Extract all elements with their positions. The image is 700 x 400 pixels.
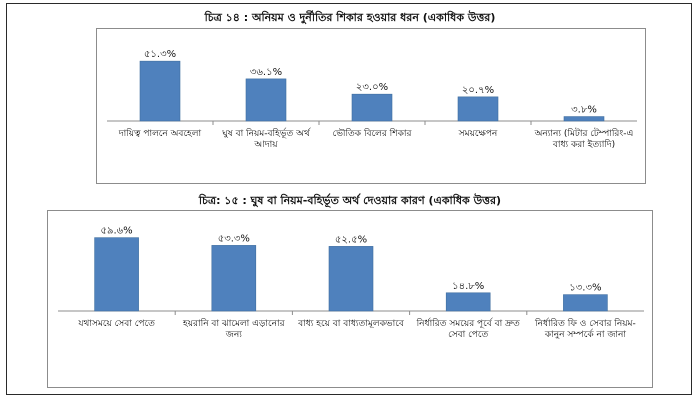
chart-15-data-label: ৫৩.৩% bbox=[218, 233, 250, 244]
chart-15-bar bbox=[94, 237, 139, 312]
chart-15-data-label: ৫২.৫% bbox=[335, 234, 367, 245]
chart-14-data-label: ৫১.৩% bbox=[144, 49, 176, 60]
page-frame bbox=[6, 3, 692, 395]
chart-14-bar bbox=[139, 60, 181, 122]
chart-15-bar bbox=[445, 292, 491, 312]
chart-15-category-label: বাধ্য হয়ে বা বাধ্যতামূলকভাবে bbox=[298, 319, 404, 329]
chart-15-bar bbox=[563, 294, 608, 312]
chart-15-data-label: ১৩.৩% bbox=[569, 283, 601, 294]
chart-14-category-label: ভৌতিক বিলের শিকার bbox=[332, 129, 412, 139]
chart-15-data-label: ১৪.৮% bbox=[452, 281, 484, 292]
chart-15-data-label: ৫৯.৬% bbox=[101, 226, 133, 237]
chart-14-bar bbox=[563, 116, 605, 122]
chart-15-category-label: নির্ধারিত সময়ের পূর্বে বা দ্রুত সেবা পে… bbox=[416, 319, 520, 340]
chart-15-bar bbox=[328, 246, 374, 312]
chart-15-category-label: যথাসময়ে সেবা পেতে bbox=[78, 319, 155, 329]
chart-14-category-label: দায়িত্ব পালনে অবহেলা bbox=[118, 129, 202, 139]
chart-15: ৫৯.৬% ৫৩.৩% ৫২.৫% ১৪.৮% ১৩.৩% যথাসময়ে সেবা প… bbox=[47, 210, 653, 388]
chart-14-category-label: ঘুষ বা নিয়ম-বহির্ভূত অর্থ আদায় bbox=[222, 129, 310, 150]
chart-15-title: চিত্র: ১৫ : ঘুষ বা নিয়ম-বহির্ভূত অর্থ দ… bbox=[198, 194, 502, 207]
chart-15-category-label: হয়রানি বা ঝামেলা এড়ানোর জন্য bbox=[183, 319, 285, 340]
chart-15-plot: ৫৯.৬% ৫৩.৩% ৫২.৫% ১৪.৮% ১৩.৩% bbox=[58, 226, 644, 315]
chart-14-data-label: ৩.৮% bbox=[571, 105, 597, 116]
chart-14: ৫১.৩% ৩৬.১% ২৩.০% ২০.৭% ৩.৮% দায়িত্ব পালনে অ… bbox=[96, 28, 646, 184]
chart-14-data-label: ২৩.০% bbox=[356, 82, 388, 93]
chart-14-title: চিত্র ১৪ : অনিয়ম ও দুর্নীতির শিকার হওয়… bbox=[204, 11, 496, 24]
chart-14-bar bbox=[457, 96, 499, 122]
chart-14-bar bbox=[351, 93, 393, 122]
chart-14-bar bbox=[245, 78, 287, 122]
chart-14-data-label: ৩৬.১% bbox=[250, 67, 282, 78]
chart-14-data-label: ২০.৭% bbox=[462, 85, 494, 96]
chart-15-category-label: নির্ধারিত ফি ও সেবার নিয়ম-কানুন সম্পর্ক… bbox=[535, 319, 636, 340]
chart-14-category-label: সময়ক্ষেপন bbox=[458, 129, 498, 139]
chart-14-category-label: অন্যান্য (মিটার টেম্পারিং-এ বাধ্য করা ইত… bbox=[534, 129, 634, 150]
chart-15-bar bbox=[211, 245, 257, 312]
chart-14-plot: ৫১.৩% ৩৬.১% ২৩.০% ২০.৭% ৩.৮% bbox=[107, 49, 637, 125]
